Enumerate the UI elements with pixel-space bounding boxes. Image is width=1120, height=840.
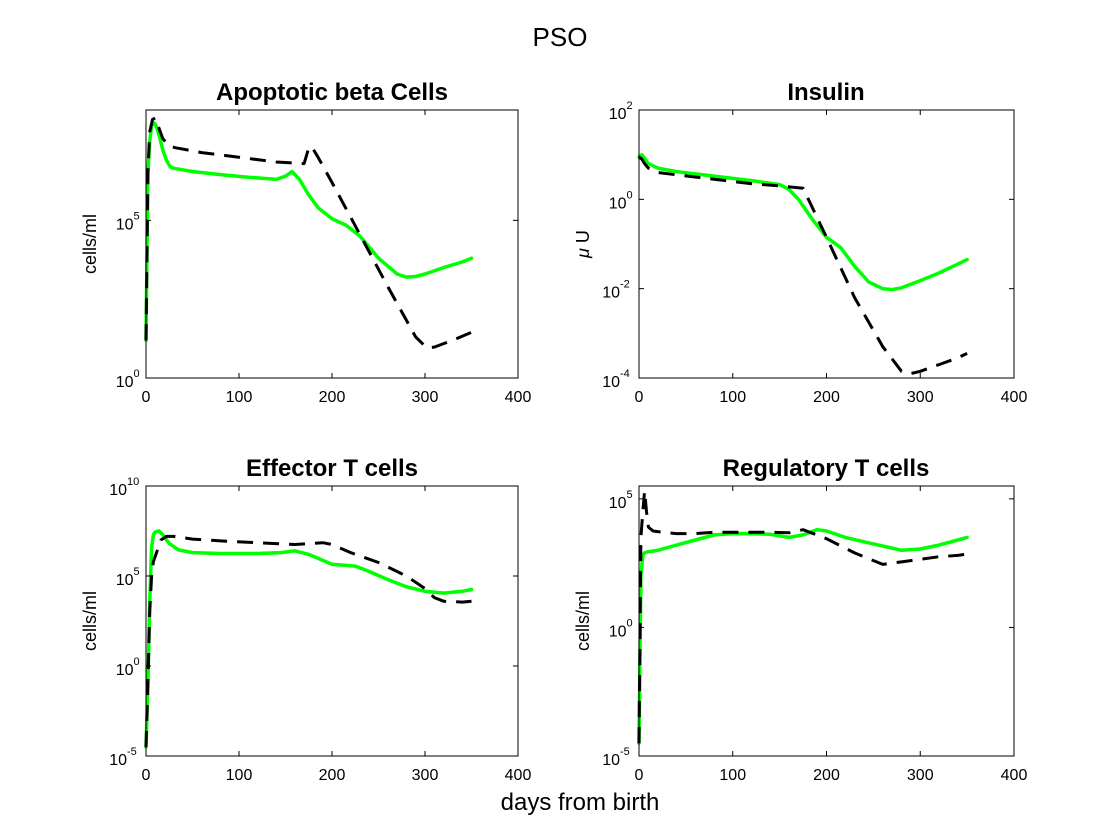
y-tick-exponent: -4 [620, 368, 630, 380]
y-tick-exponent: -5 [620, 746, 630, 758]
y-axis-label: cells/ml [80, 214, 100, 274]
figure-title: PSO [533, 22, 588, 52]
x-tick-label: 300 [412, 767, 439, 784]
x-tick-label: 400 [505, 389, 532, 406]
series-line-solid [637, 152, 969, 292]
y-tick-label: 10 [109, 752, 127, 769]
x-tick-label: 200 [813, 767, 840, 784]
figure-xlabel: days from birth [501, 789, 660, 816]
series-line-solid [144, 120, 474, 342]
y-tick-label: 10 [602, 285, 620, 302]
x-tick-label: 400 [505, 767, 532, 784]
x-tick-label: 300 [412, 389, 439, 406]
x-tick-label: 0 [635, 389, 644, 406]
axes-box [638, 485, 1015, 757]
y-tick-label: 10 [609, 495, 627, 512]
y-tick-exponent: 2 [627, 100, 633, 112]
x-tick-label: 200 [319, 389, 346, 406]
x-tick-label: 100 [226, 389, 253, 406]
x-tick-label: 0 [142, 389, 151, 406]
y-tick-exponent: 0 [627, 617, 633, 629]
y-tick-label: 10 [116, 216, 134, 233]
y-tick-exponent: 5 [627, 489, 633, 501]
series-line-dashed [637, 489, 968, 744]
y-tick-exponent: 0 [134, 656, 140, 668]
axes-box [145, 485, 519, 757]
y-tick-label: 10 [609, 195, 627, 212]
y-tick-exponent: 5 [134, 566, 140, 578]
y-tick-exponent: 0 [134, 368, 140, 380]
x-tick-label: 300 [907, 389, 934, 406]
x-tick-label: 400 [1001, 767, 1028, 784]
y-tick-exponent: 0 [627, 189, 633, 201]
y-tick-label: 10 [602, 374, 620, 391]
x-tick-label: 300 [907, 767, 934, 784]
y-axis-label: μ U [573, 230, 593, 259]
y-axis-label: cells/ml [573, 591, 593, 651]
y-axis-label-text: cells/ml [80, 214, 100, 274]
axes-box [638, 109, 1015, 379]
y-tick-label: 10 [602, 752, 620, 769]
series-line-dashed [638, 155, 968, 375]
x-tick-label: 200 [319, 767, 346, 784]
subplot-title: Effector T cells [246, 455, 418, 482]
y-tick-exponent: -2 [620, 279, 630, 291]
y-axis-label-text: U [573, 230, 593, 243]
y-tick-label: 10 [116, 662, 134, 679]
x-tick-label: 100 [226, 767, 253, 784]
y-tick-exponent: -5 [127, 746, 137, 758]
y-axis-label-text: cells/ml [573, 591, 593, 651]
y-axis-label-prefix: μ [573, 243, 593, 259]
series-line-solid [144, 529, 474, 749]
y-tick-label: 10 [116, 572, 134, 589]
x-tick-label: 200 [813, 389, 840, 406]
x-tick-label: 0 [635, 767, 644, 784]
series-line-solid [637, 527, 969, 745]
y-tick-label: 10 [116, 374, 134, 391]
y-tick-label: 10 [609, 623, 627, 640]
x-tick-label: 400 [1001, 389, 1028, 406]
subplot-title: Insulin [787, 79, 864, 106]
subplot-title: Apoptotic beta Cells [216, 79, 448, 106]
y-tick-label: 10 [109, 482, 127, 499]
y-tick-exponent: 5 [134, 210, 140, 222]
y-axis-label: cells/ml [80, 591, 100, 651]
x-tick-label: 0 [142, 767, 151, 784]
y-tick-label: 10 [609, 106, 627, 123]
x-tick-label: 100 [719, 767, 746, 784]
y-tick-exponent: 10 [127, 476, 139, 488]
subplot-title: Regulatory T cells [723, 455, 930, 482]
x-tick-label: 100 [719, 389, 746, 406]
series-line-dashed [144, 116, 473, 350]
y-axis-label-text: cells/ml [80, 591, 100, 651]
